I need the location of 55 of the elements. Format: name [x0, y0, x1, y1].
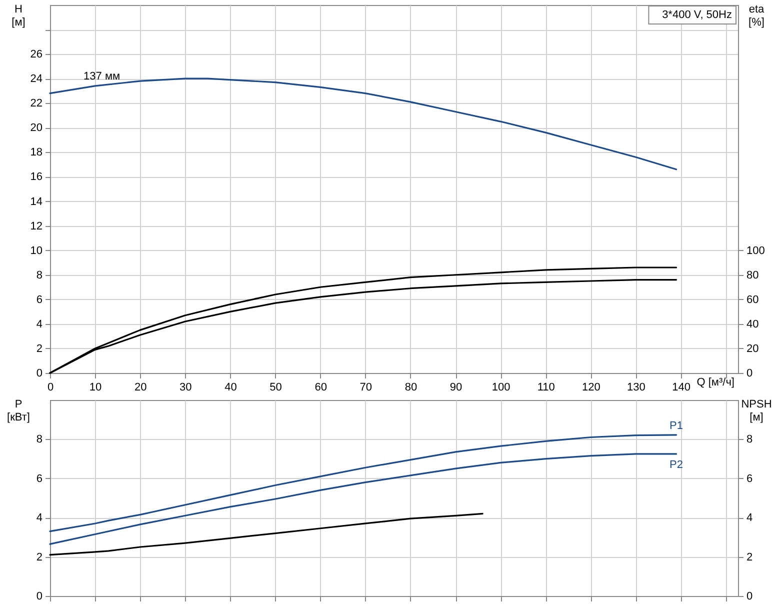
y-tick-label: 14 — [30, 196, 42, 208]
x-tick-label: 70 — [360, 382, 372, 394]
y-axis-title: H [м] — [12, 4, 26, 28]
x-tick-label: 10 — [89, 382, 102, 394]
y-tick-label: 6 — [36, 294, 42, 306]
x-tick-label: 50 — [270, 382, 282, 394]
x-tick-label: 100 — [492, 382, 510, 394]
annotation: 137 мм — [84, 70, 120, 83]
y-tick-label: 4 — [36, 318, 42, 330]
x-tick-label: 0 — [47, 382, 54, 394]
y-tick-label: 26 — [30, 48, 42, 61]
x-tick-label: 90 — [450, 382, 462, 394]
y2-tick-label: 4 — [746, 512, 753, 524]
x-tick-label: 140 — [672, 382, 690, 394]
x-tick-label: 20 — [134, 382, 147, 394]
y-tick-label: 4 — [36, 512, 42, 524]
series-label: P1 — [670, 420, 684, 432]
y-tick-label: 0 — [36, 368, 42, 380]
y2-axis-title: eta [%] — [748, 4, 766, 28]
y-tick-label: 22 — [30, 98, 42, 110]
y2-tick-label: 2 — [746, 551, 753, 564]
x-tick-label: 120 — [582, 382, 600, 394]
y2-tick-label: 100 — [746, 244, 765, 257]
y-axis-title: P [кВт] — [7, 398, 30, 424]
y-tick-label: 10 — [30, 244, 42, 257]
y2-tick-label: 0 — [746, 368, 753, 380]
x-tick-label: 30 — [180, 382, 192, 394]
chart-title: 3*400 V, 50Hz — [662, 9, 732, 21]
y-tick-label: 16 — [30, 171, 42, 184]
y-tick-label: 24 — [30, 73, 42, 86]
x-tick-label: 110 — [537, 382, 555, 394]
y2-tick-label: 20 — [746, 342, 759, 355]
line-series — [49, 512, 484, 556]
y-tick-label: 8 — [36, 434, 42, 446]
y-tick-label: 2 — [36, 342, 42, 355]
y2-tick-label: 80 — [746, 269, 759, 282]
y-tick-label: 2 — [36, 551, 42, 564]
x-tick-label: 40 — [224, 382, 237, 394]
x-tick-label: 60 — [314, 382, 327, 394]
y2-tick-label: 60 — [746, 294, 759, 306]
y2-tick-label: 40 — [746, 318, 759, 330]
y-tick-label: 0 — [36, 590, 42, 602]
y2-axis-title: NPSH [м] — [741, 398, 772, 424]
y-tick-label: 18 — [30, 146, 42, 159]
y-tick-label: 6 — [36, 472, 42, 485]
x-tick-label: 130 — [627, 382, 646, 394]
x-tick-label: 80 — [404, 382, 418, 394]
y-tick-label: 8 — [36, 269, 42, 282]
series-label: P2 — [670, 458, 684, 471]
x-axis-title: Q [м³/ч] — [696, 376, 734, 388]
y-tick-label: 20 — [30, 122, 42, 134]
y-tick-label: 12 — [30, 220, 42, 232]
y2-tick-label: 6 — [746, 472, 753, 485]
y2-tick-label: 8 — [746, 434, 753, 446]
y2-tick-label: 0 — [746, 590, 753, 602]
